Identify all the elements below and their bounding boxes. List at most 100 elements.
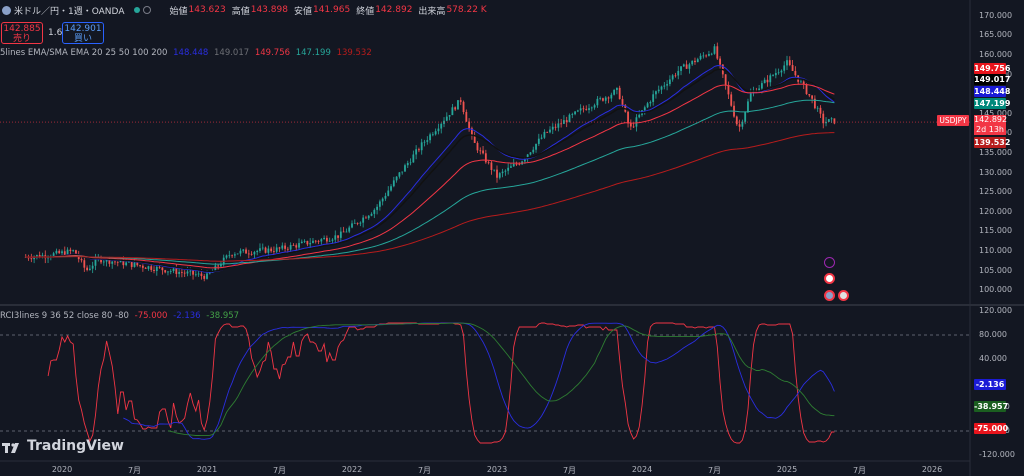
candle-body — [225, 255, 228, 258]
time-tick-label: 2022 — [341, 465, 363, 474]
candle-body — [652, 94, 655, 102]
candle-body — [473, 135, 476, 143]
candle-body — [710, 53, 713, 55]
candle-body — [429, 134, 431, 141]
candle-body — [660, 86, 663, 90]
candle-body — [348, 227, 351, 232]
time-tick-label: 2021 — [196, 465, 218, 474]
rci-36-line — [123, 322, 835, 440]
tradingview-logo-icon — [2, 441, 22, 453]
candle-body — [325, 237, 328, 242]
eye-icon[interactable] — [143, 6, 152, 14]
candle-body — [247, 253, 250, 255]
candle-body — [719, 58, 721, 65]
sell-price: 142.885 — [3, 24, 41, 34]
candle-body — [136, 262, 139, 266]
candle-body — [493, 169, 496, 171]
ma-legend-title: 5lines EMA/SMA EMA 20 25 50 100 200 — [0, 48, 168, 58]
candle-body — [440, 123, 443, 129]
candle-body — [133, 262, 136, 267]
candle-body — [75, 250, 77, 255]
candle-body — [766, 79, 769, 83]
candle-body — [401, 171, 404, 173]
candle-body — [236, 253, 239, 255]
candle-body — [621, 99, 624, 105]
rci-legend[interactable]: RCI3lines 9 36 52 close 80 -80 -75.000 -… — [0, 311, 239, 321]
candle-body — [627, 111, 629, 124]
tradingview-logo[interactable]: TradingView — [2, 438, 124, 454]
current-price-label: 142.892 2d 13h — [974, 115, 1007, 135]
ema-50-line — [25, 83, 835, 269]
candle-body — [186, 271, 189, 274]
candle-body — [468, 121, 471, 129]
candle-body — [515, 163, 518, 165]
candle-body — [688, 64, 691, 69]
time-tick-label: 7月 — [852, 466, 867, 475]
time-tick-label: 7月 — [272, 466, 287, 475]
candle-body — [111, 261, 114, 264]
sell-button[interactable]: 142.885 売り — [1, 22, 43, 44]
candle-body — [724, 74, 727, 86]
candle-body — [367, 215, 370, 219]
low-value: 141.965 — [312, 5, 351, 15]
price-tick-label: 100.000 — [979, 285, 1013, 295]
symbol-title[interactable]: 米ドル／円・1週・OANDA — [14, 6, 125, 17]
candle-body — [253, 252, 256, 255]
candle-body — [730, 94, 733, 106]
candle-body — [245, 249, 247, 254]
candle-body — [116, 261, 119, 263]
candle-body — [192, 270, 194, 275]
candle-body — [178, 272, 181, 274]
flag-event-icon-2[interactable] — [838, 290, 849, 301]
flag-event-icon[interactable] — [824, 290, 835, 301]
candle-body — [607, 97, 610, 99]
candle-body — [582, 108, 585, 110]
candle-body — [155, 266, 158, 272]
candle-body — [412, 154, 415, 163]
candle-body — [833, 118, 836, 124]
candle-body — [130, 261, 133, 267]
candle-body — [220, 264, 222, 267]
candle-body — [526, 154, 529, 159]
candle-body — [158, 266, 161, 268]
candle-body — [618, 87, 621, 100]
candle-body — [646, 103, 649, 108]
candle-body — [825, 121, 827, 124]
candle-body — [487, 162, 490, 164]
candle-body — [409, 162, 412, 164]
candle-body — [303, 240, 306, 242]
candle-body — [194, 274, 197, 276]
symbol-tag: USDJPY — [937, 115, 969, 126]
candle-body — [588, 108, 590, 110]
candle-body — [470, 128, 473, 136]
candle-body — [395, 176, 398, 181]
rci-value-label: -38.957 — [974, 401, 1009, 413]
candle-body — [80, 259, 83, 261]
candle-body — [69, 249, 72, 251]
buy-button[interactable]: 142.901 買い — [62, 22, 104, 44]
candle-body — [685, 64, 688, 69]
ema-25-line — [25, 68, 835, 272]
candle-body — [298, 243, 300, 248]
candle-body — [183, 272, 186, 274]
candle-body — [261, 247, 264, 249]
time-tick-label: 2020 — [51, 465, 73, 474]
event-marker-icon[interactable] — [824, 273, 835, 284]
lightning-event-icon[interactable] — [824, 257, 835, 268]
candle-body — [655, 91, 657, 95]
candle-body — [334, 235, 337, 240]
candle-body — [88, 268, 91, 271]
candle-body — [523, 158, 526, 162]
candle-body — [431, 134, 434, 136]
candle-body — [808, 94, 811, 96]
candle-body — [217, 265, 220, 267]
candle-body — [571, 114, 574, 115]
candle-body — [713, 46, 716, 54]
candle-body — [125, 262, 128, 266]
candle-body — [256, 250, 259, 253]
candle-body — [457, 100, 459, 110]
candle-body — [465, 112, 468, 122]
candle-body — [231, 255, 234, 257]
ma-legend[interactable]: 5lines EMA/SMA EMA 20 25 50 100 200 148.… — [0, 48, 372, 58]
